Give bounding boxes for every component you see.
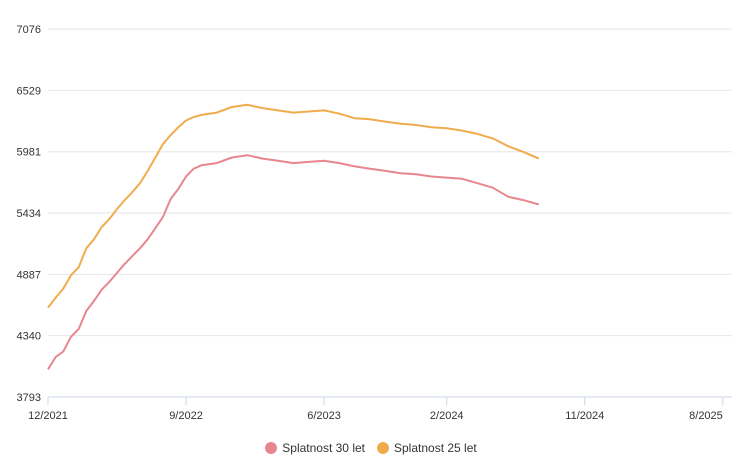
- legend-item-series-1[interactable]: Splatnost 30 let: [265, 441, 365, 455]
- y-tick-label: 5434: [17, 208, 41, 220]
- legend: Splatnost 30 let Splatnost 25 let: [0, 441, 742, 455]
- x-tick-label: 9/2022: [169, 410, 203, 422]
- legend-label-series-2: Splatnost 25 let: [394, 441, 477, 455]
- grid-lines: [48, 28, 732, 337]
- x-tick-label: 6/2023: [307, 410, 341, 422]
- series-lines: [47, 103, 540, 370]
- y-tick-label: 7076: [17, 24, 41, 36]
- legend-marker-series-2: [377, 442, 389, 454]
- y-tick-label: 6529: [17, 85, 41, 97]
- x-tick-label: 8/2025: [689, 410, 723, 422]
- line-chart: 3793 4340 4887 5434 5981 6529 7076 12/2021 9/20…: [17, 24, 732, 422]
- y-tick-label: 3793: [17, 392, 41, 404]
- legend-label-series-1: Splatnost 30 let: [282, 441, 365, 455]
- series-line-1[interactable]: [47, 154, 540, 370]
- legend-marker-series-1: [265, 442, 278, 454]
- legend-item-series-2[interactable]: Splatnost 25 let: [377, 441, 477, 455]
- x-tick-label: 2/2024: [430, 410, 464, 422]
- y-tick-label: 4340: [17, 331, 41, 343]
- x-tick-label: 11/2024: [565, 410, 604, 422]
- y-tick-label: 4887: [17, 269, 41, 281]
- y-axis-ticks: 3793 4340 4887 5434 5981 6529 7076: [17, 24, 41, 404]
- x-tick-label: 12/2021: [28, 410, 68, 422]
- y-tick-label: 5981: [17, 147, 41, 159]
- x-axis-ticks: 12/2021 9/2022 6/2023 2/2024 11/2024 8/2025: [28, 397, 724, 422]
- series-line-2[interactable]: [47, 103, 540, 309]
